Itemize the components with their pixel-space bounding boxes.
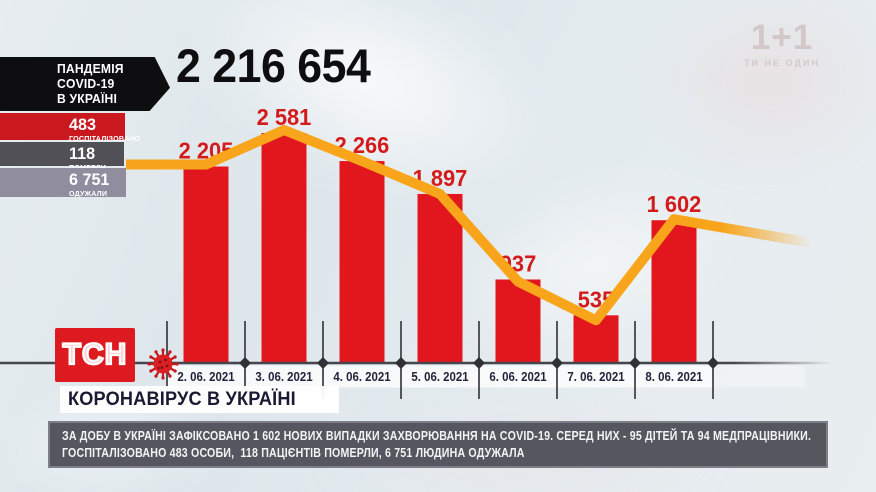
channel-watermark: 1+1 ТИ НЕ ОДИН (734, 20, 830, 68)
bar-3 (339, 161, 385, 363)
date-label: 3. 06. 2021 (255, 369, 312, 384)
virus-spike-tip (175, 362, 179, 366)
virus-spike-tip (154, 374, 158, 378)
bar-1 (183, 166, 229, 363)
channel-slogan: ТИ НЕ ОДИН (744, 58, 820, 68)
ticker-line-2: ГОСПІТАЛІЗОВАНО 483 ОСОБИ, 118 ПАЦІЄНТІВ… (62, 446, 525, 460)
date-label: 6. 06. 2021 (489, 369, 546, 384)
virus-spike-tip (168, 350, 172, 354)
pandemic-title-line: COVID-19 (57, 77, 115, 92)
headline-box: КОРОНАВІРУС В УКРАЇНІ (60, 386, 339, 413)
bar-value-label: 1 602 (647, 192, 702, 218)
date-axis-band-fade (713, 365, 805, 388)
date-label: 8. 06. 2021 (645, 369, 702, 384)
news-ticker: ЗА ДОБУ В УКРАЇНІ ЗАФІКСОВАНО 1 602 НОВИ… (48, 421, 828, 468)
axis-tick-diamond (317, 357, 329, 369)
virus-spike-tip (168, 374, 172, 378)
virus-spike-tip (161, 348, 165, 352)
ticker-line-1: ЗА ДОБУ В УКРАЇНІ ЗАФІКСОВАНО 1 602 НОВИ… (62, 429, 812, 443)
pandemic-title-line: ПАНДЕМІЯ (57, 62, 124, 76)
stat-box-died: 118 ПОМЕРЛИ (0, 142, 124, 172)
pandemic-title-box: ПАНДЕМІЯ COVID-19 В УКРАЇНІ (0, 57, 170, 111)
recovered-value: 6 751 (69, 170, 110, 189)
stat-box-recovered: 6 751 ОДУЖАЛИ (0, 168, 126, 198)
virus-spike-tip (173, 369, 177, 373)
virus-spike-tip (154, 350, 158, 354)
headline-text: КОРОНАВІРУС В УКРАЇНІ (68, 388, 296, 410)
channel-logo-1plus1: 1+1 (750, 18, 814, 57)
total-cases-counter: 2 216 654 (176, 39, 371, 92)
trend-line (126, 125, 813, 326)
virus-spike-tip (149, 369, 153, 373)
bar-4 (417, 193, 463, 363)
hospitalized-value: 483 (69, 115, 96, 134)
date-label: 2. 06. 2021 (177, 369, 234, 384)
pandemic-title-line: В УКРАЇНІ (57, 92, 118, 107)
virus-spike-tip (161, 376, 165, 380)
tsn-logo: ТСН (55, 328, 135, 382)
date-label: 5. 06. 2021 (411, 369, 468, 384)
virus-spike-tip (147, 362, 151, 366)
stat-box-hospitalized: 483 ГОСПІТАЛІЗОВАНО (0, 113, 140, 143)
recovered-label: ОДУЖАЛИ (69, 189, 108, 198)
date-label: 4. 06. 2021 (333, 369, 390, 384)
date-label: 7. 06. 2021 (567, 369, 624, 384)
virus-spike-tip (149, 355, 153, 359)
virus-spike-tip (173, 355, 177, 359)
bar-2 (261, 133, 307, 363)
tsn-logo-text: ТСН (62, 338, 128, 371)
died-value: 118 (69, 144, 96, 163)
